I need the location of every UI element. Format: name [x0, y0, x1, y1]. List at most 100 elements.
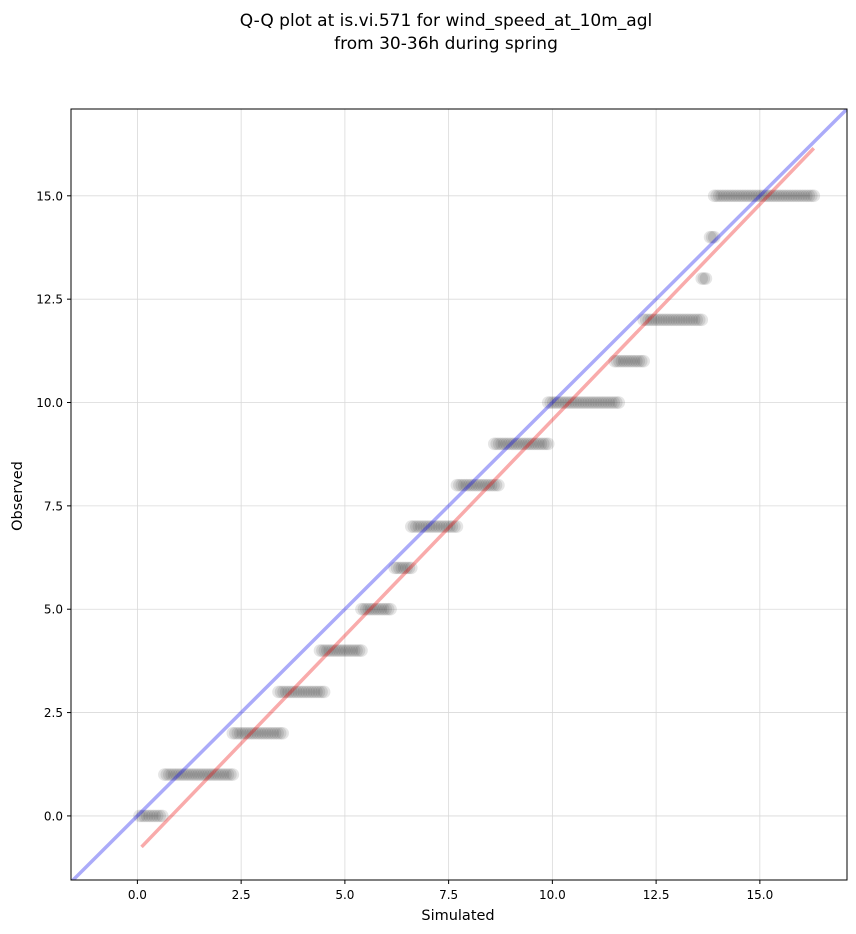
data-point [472, 478, 486, 492]
data-point [271, 726, 284, 740]
data-point [465, 478, 478, 492]
data-point [522, 437, 535, 451]
y-axis-label: Observed [10, 461, 26, 531]
data-point [705, 230, 719, 244]
data-point [559, 396, 573, 409]
data-point [685, 313, 698, 327]
data-point [187, 768, 201, 781]
data-point [505, 437, 518, 451]
data-point [376, 602, 390, 616]
data-point [615, 354, 629, 368]
data-point [610, 354, 624, 368]
data-point [507, 437, 521, 451]
data-point [172, 768, 186, 781]
data-point [355, 644, 368, 657]
data-point [153, 809, 167, 823]
data-point [175, 768, 188, 781]
data-point [755, 189, 768, 203]
data-point [752, 189, 766, 203]
data-point [440, 520, 454, 533]
x-tick-label: 10.0 [539, 888, 566, 902]
x-tick-label: 12.5 [643, 888, 670, 902]
data-point [587, 396, 600, 409]
data-point [795, 189, 808, 203]
data-point [453, 478, 466, 492]
data-point [276, 726, 289, 740]
data-point [589, 396, 603, 409]
data-point [747, 189, 761, 203]
data-point [662, 313, 676, 327]
data-point [792, 189, 806, 203]
data-point [717, 189, 731, 203]
data-point [682, 313, 696, 327]
data-point [345, 644, 359, 657]
x-tick-label: 7.5 [439, 888, 458, 902]
data-point [584, 396, 598, 409]
data-point [229, 726, 242, 740]
data-point [762, 189, 776, 203]
data-point [577, 396, 590, 409]
data-point [410, 520, 423, 533]
data-point [527, 437, 540, 451]
data-point [415, 520, 428, 533]
x-tick-label: 5.0 [335, 888, 354, 902]
data-point [241, 726, 255, 740]
data-point [695, 272, 709, 285]
data-point [594, 396, 608, 409]
data-point [712, 189, 726, 203]
data-point [246, 726, 260, 740]
data-point [703, 230, 717, 244]
data-point [302, 685, 316, 699]
data-point [609, 396, 623, 409]
data-point [338, 644, 351, 657]
data-point [672, 313, 686, 327]
data-point [482, 478, 495, 492]
data-point [204, 768, 218, 781]
data-point [649, 313, 663, 327]
data-point [608, 354, 621, 368]
data-point [582, 396, 595, 409]
data-point [390, 561, 404, 575]
data-point [379, 602, 392, 616]
data-point [660, 313, 673, 327]
data-point [592, 396, 605, 409]
y-tick-label: 0.0 [44, 809, 63, 823]
data-point [510, 437, 523, 451]
data-point [782, 189, 796, 203]
data-point [544, 396, 558, 409]
data-point [268, 726, 282, 740]
data-point [425, 520, 438, 533]
data-point [715, 189, 728, 203]
data-point [710, 189, 723, 203]
data-point [742, 189, 756, 203]
data-point [435, 520, 449, 533]
data-point [165, 768, 179, 781]
data-point [475, 478, 488, 492]
data-point [642, 313, 656, 327]
data-point [145, 809, 159, 823]
data-point [725, 189, 738, 203]
data-point [133, 809, 146, 823]
data-point [492, 437, 506, 451]
data-point [604, 396, 618, 409]
data-point [422, 520, 436, 533]
data-point [192, 768, 205, 781]
data-point [384, 602, 397, 616]
data-point [170, 768, 183, 781]
data-point [448, 520, 461, 533]
data-point [599, 396, 613, 409]
data-point [477, 478, 491, 492]
data-point [342, 644, 356, 657]
data-point [554, 396, 568, 409]
data-point [490, 437, 504, 451]
y-tick-label: 12.5 [36, 293, 63, 307]
data-point [534, 437, 548, 451]
data-point [214, 768, 227, 781]
data-point [567, 396, 580, 409]
data-point [529, 437, 543, 451]
data-point [695, 313, 709, 327]
data-point [160, 768, 174, 781]
data-point [317, 685, 331, 699]
